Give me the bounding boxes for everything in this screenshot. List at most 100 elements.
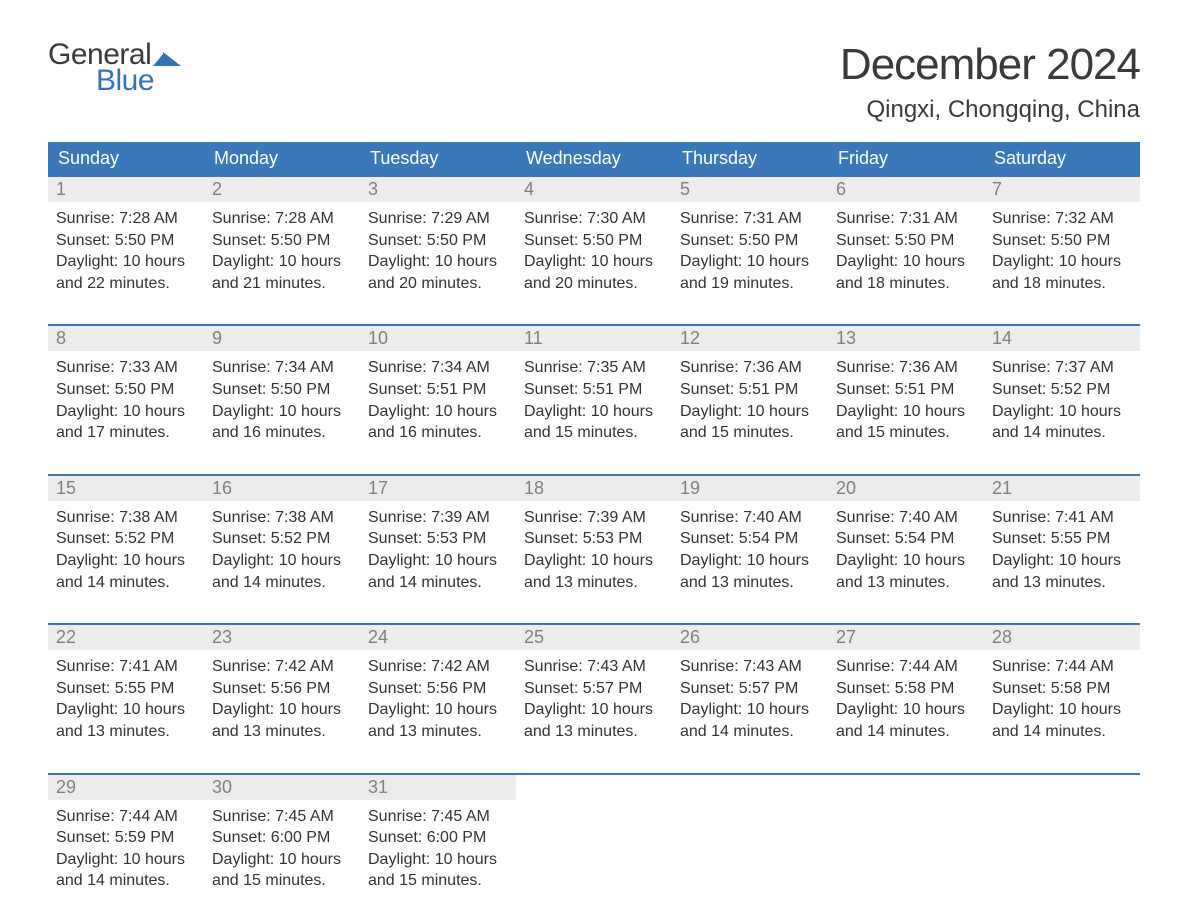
day-cell: 1Sunrise: 7:28 AMSunset: 5:50 PMDaylight… xyxy=(48,177,204,304)
sunset-line: Sunset: 5:50 PM xyxy=(368,230,508,252)
day-number: 19 xyxy=(672,476,828,501)
day-number: 4 xyxy=(516,177,672,202)
sunrise-line: Sunrise: 7:34 AM xyxy=(212,357,352,379)
day-number: 22 xyxy=(48,625,204,650)
weekday-tuesday: Tuesday xyxy=(360,142,516,175)
day-number: 12 xyxy=(672,326,828,351)
day-details: Sunrise: 7:45 AMSunset: 6:00 PMDaylight:… xyxy=(360,800,516,902)
sunrise-line: Sunrise: 7:44 AM xyxy=(992,656,1132,678)
weekday-sunday: Sunday xyxy=(48,142,204,175)
day-cell: 4Sunrise: 7:30 AMSunset: 5:50 PMDaylight… xyxy=(516,177,672,304)
day-details: Sunrise: 7:28 AMSunset: 5:50 PMDaylight:… xyxy=(204,202,360,304)
sunrise-line: Sunrise: 7:39 AM xyxy=(524,507,664,529)
sunset-line: Sunset: 5:50 PM xyxy=(212,230,352,252)
day-details: Sunrise: 7:39 AMSunset: 5:53 PMDaylight:… xyxy=(360,501,516,603)
sunrise-line: Sunrise: 7:31 AM xyxy=(836,208,976,230)
daylight-line: Daylight: 10 hours and 14 minutes. xyxy=(56,550,196,593)
day-details: Sunrise: 7:32 AMSunset: 5:50 PMDaylight:… xyxy=(984,202,1140,304)
day-cell: 14Sunrise: 7:37 AMSunset: 5:52 PMDayligh… xyxy=(984,326,1140,453)
daylight-line: Daylight: 10 hours and 15 minutes. xyxy=(524,401,664,444)
day-cell: 10Sunrise: 7:34 AMSunset: 5:51 PMDayligh… xyxy=(360,326,516,453)
daylight-line: Daylight: 10 hours and 20 minutes. xyxy=(524,251,664,294)
daylight-line: Daylight: 10 hours and 14 minutes. xyxy=(836,699,976,742)
location: Qingxi, Chongqing, China xyxy=(840,96,1140,124)
sunset-line: Sunset: 5:50 PM xyxy=(56,379,196,401)
day-number: 13 xyxy=(828,326,984,351)
day-number: 28 xyxy=(984,625,1140,650)
week-row: 29Sunrise: 7:44 AMSunset: 5:59 PMDayligh… xyxy=(48,773,1140,902)
day-cell: 19Sunrise: 7:40 AMSunset: 5:54 PMDayligh… xyxy=(672,476,828,603)
day-number: 8 xyxy=(48,326,204,351)
day-cell: 31Sunrise: 7:45 AMSunset: 6:00 PMDayligh… xyxy=(360,775,516,902)
brand-logo: General Blue xyxy=(48,40,181,96)
day-cell xyxy=(516,775,672,902)
sunrise-line: Sunrise: 7:33 AM xyxy=(56,357,196,379)
sunset-line: Sunset: 5:51 PM xyxy=(368,379,508,401)
day-details: Sunrise: 7:42 AMSunset: 5:56 PMDaylight:… xyxy=(360,650,516,752)
day-number: 26 xyxy=(672,625,828,650)
day-details: Sunrise: 7:34 AMSunset: 5:50 PMDaylight:… xyxy=(204,351,360,453)
daylight-line: Daylight: 10 hours and 14 minutes. xyxy=(680,699,820,742)
day-details: Sunrise: 7:44 AMSunset: 5:58 PMDaylight:… xyxy=(984,650,1140,752)
sunrise-line: Sunrise: 7:38 AM xyxy=(212,507,352,529)
daylight-line: Daylight: 10 hours and 14 minutes. xyxy=(992,401,1132,444)
day-cell: 26Sunrise: 7:43 AMSunset: 5:57 PMDayligh… xyxy=(672,625,828,752)
title-block: December 2024 Qingxi, Chongqing, China xyxy=(840,40,1140,124)
sunrise-line: Sunrise: 7:36 AM xyxy=(680,357,820,379)
day-cell: 20Sunrise: 7:40 AMSunset: 5:54 PMDayligh… xyxy=(828,476,984,603)
daylight-line: Daylight: 10 hours and 15 minutes. xyxy=(680,401,820,444)
day-number: 18 xyxy=(516,476,672,501)
sunset-line: Sunset: 5:50 PM xyxy=(212,379,352,401)
sunrise-line: Sunrise: 7:42 AM xyxy=(368,656,508,678)
daylight-line: Daylight: 10 hours and 15 minutes. xyxy=(212,849,352,892)
day-number: 20 xyxy=(828,476,984,501)
sunset-line: Sunset: 5:58 PM xyxy=(992,678,1132,700)
day-details: Sunrise: 7:34 AMSunset: 5:51 PMDaylight:… xyxy=(360,351,516,453)
day-number: 27 xyxy=(828,625,984,650)
day-number: 24 xyxy=(360,625,516,650)
sunset-line: Sunset: 5:55 PM xyxy=(992,528,1132,550)
sunrise-line: Sunrise: 7:40 AM xyxy=(680,507,820,529)
daylight-line: Daylight: 10 hours and 13 minutes. xyxy=(524,699,664,742)
sunset-line: Sunset: 5:53 PM xyxy=(368,528,508,550)
day-cell: 23Sunrise: 7:42 AMSunset: 5:56 PMDayligh… xyxy=(204,625,360,752)
day-cell: 16Sunrise: 7:38 AMSunset: 5:52 PMDayligh… xyxy=(204,476,360,603)
day-number: 17 xyxy=(360,476,516,501)
month-title: December 2024 xyxy=(840,40,1140,90)
day-number: 14 xyxy=(984,326,1140,351)
day-cell: 2Sunrise: 7:28 AMSunset: 5:50 PMDaylight… xyxy=(204,177,360,304)
sunrise-line: Sunrise: 7:41 AM xyxy=(992,507,1132,529)
sunrise-line: Sunrise: 7:37 AM xyxy=(992,357,1132,379)
day-cell: 5Sunrise: 7:31 AMSunset: 5:50 PMDaylight… xyxy=(672,177,828,304)
weekday-saturday: Saturday xyxy=(984,142,1140,175)
day-number: 21 xyxy=(984,476,1140,501)
day-number: 10 xyxy=(360,326,516,351)
day-cell: 18Sunrise: 7:39 AMSunset: 5:53 PMDayligh… xyxy=(516,476,672,603)
day-number: 1 xyxy=(48,177,204,202)
day-details: Sunrise: 7:40 AMSunset: 5:54 PMDaylight:… xyxy=(672,501,828,603)
daylight-line: Daylight: 10 hours and 18 minutes. xyxy=(836,251,976,294)
daylight-line: Daylight: 10 hours and 16 minutes. xyxy=(212,401,352,444)
sunset-line: Sunset: 5:50 PM xyxy=(992,230,1132,252)
daylight-line: Daylight: 10 hours and 13 minutes. xyxy=(56,699,196,742)
day-number: 2 xyxy=(204,177,360,202)
sunset-line: Sunset: 5:58 PM xyxy=(836,678,976,700)
sunset-line: Sunset: 5:51 PM xyxy=(524,379,664,401)
calendar: SundayMondayTuesdayWednesdayThursdayFrid… xyxy=(48,142,1140,902)
sunset-line: Sunset: 5:50 PM xyxy=(524,230,664,252)
day-number: 23 xyxy=(204,625,360,650)
sunset-line: Sunset: 5:51 PM xyxy=(680,379,820,401)
day-number: 3 xyxy=(360,177,516,202)
day-number: 11 xyxy=(516,326,672,351)
day-details: Sunrise: 7:44 AMSunset: 5:59 PMDaylight:… xyxy=(48,800,204,902)
day-cell xyxy=(828,775,984,902)
weekday-header-row: SundayMondayTuesdayWednesdayThursdayFrid… xyxy=(48,142,1140,175)
sunset-line: Sunset: 5:52 PM xyxy=(56,528,196,550)
day-details: Sunrise: 7:29 AMSunset: 5:50 PMDaylight:… xyxy=(360,202,516,304)
daylight-line: Daylight: 10 hours and 13 minutes. xyxy=(368,699,508,742)
daylight-line: Daylight: 10 hours and 17 minutes. xyxy=(56,401,196,444)
day-details: Sunrise: 7:33 AMSunset: 5:50 PMDaylight:… xyxy=(48,351,204,453)
day-cell xyxy=(984,775,1140,902)
day-cell: 11Sunrise: 7:35 AMSunset: 5:51 PMDayligh… xyxy=(516,326,672,453)
sunset-line: Sunset: 5:57 PM xyxy=(680,678,820,700)
